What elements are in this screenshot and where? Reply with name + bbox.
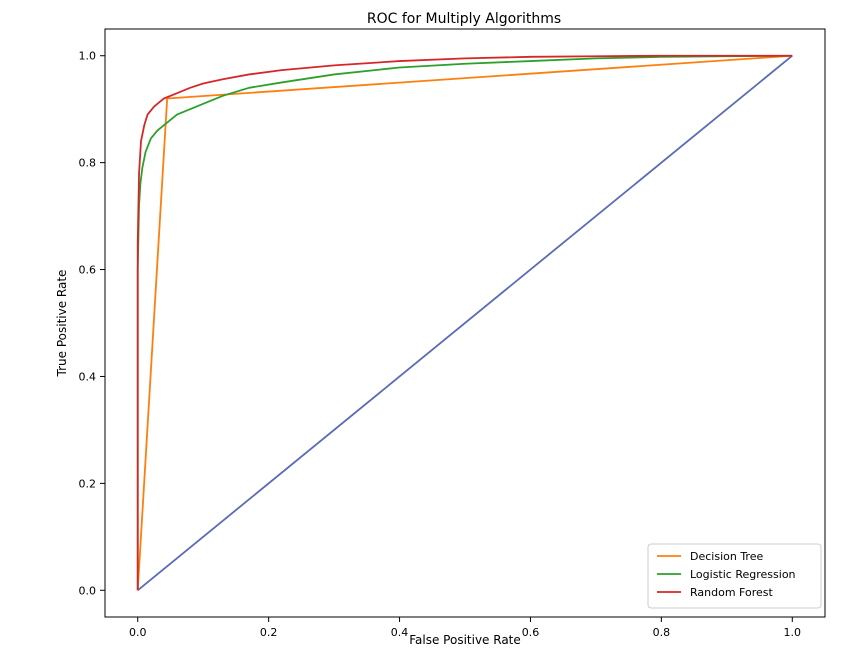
y-tick-label: 0.4 <box>79 370 97 383</box>
series-line-random-forest <box>136 54 793 591</box>
x-axis-ticks: 0.0 0.2 0.4 0.6 0.8 1.0 <box>129 617 801 639</box>
x-tick-label: 0.0 <box>129 626 147 639</box>
x-tick-label: 0.8 <box>653 626 671 639</box>
series-line-decision-tree <box>136 54 793 591</box>
y-axis-ticks: 0.0 0.2 0.4 0.6 0.8 1.0 <box>79 50 105 597</box>
legend-box <box>647 543 822 609</box>
y-tick-label: 0.0 <box>79 584 97 597</box>
series-line-logistic-regression <box>136 54 793 591</box>
y-axis-label: True Positive Rate <box>55 270 69 378</box>
x-tick-label: 0.6 <box>522 626 540 639</box>
plot-frame <box>104 28 826 618</box>
legend-label: Decision Tree <box>690 550 763 563</box>
legend-label: Logistic Regression <box>690 568 796 581</box>
y-tick-label: 1.0 <box>79 50 97 63</box>
y-tick-label: 0.8 <box>79 157 97 170</box>
series-line-diagonal <box>137 55 793 591</box>
y-tick-label: 0.6 <box>79 264 97 277</box>
plot-lines <box>136 54 793 591</box>
y-tick-label: 0.2 <box>79 477 97 490</box>
x-tick-label: 0.4 <box>391 626 409 639</box>
x-axis-label: False Positive Rate <box>409 633 521 647</box>
legend: Decision Tree Logistic Regression Random F… <box>647 543 822 609</box>
x-tick-label: 1.0 <box>784 626 802 639</box>
chart-title: ROC for Multiply Algorithms <box>367 11 561 27</box>
legend-label: Random Forest <box>690 586 773 599</box>
x-tick-label: 0.2 <box>260 626 278 639</box>
